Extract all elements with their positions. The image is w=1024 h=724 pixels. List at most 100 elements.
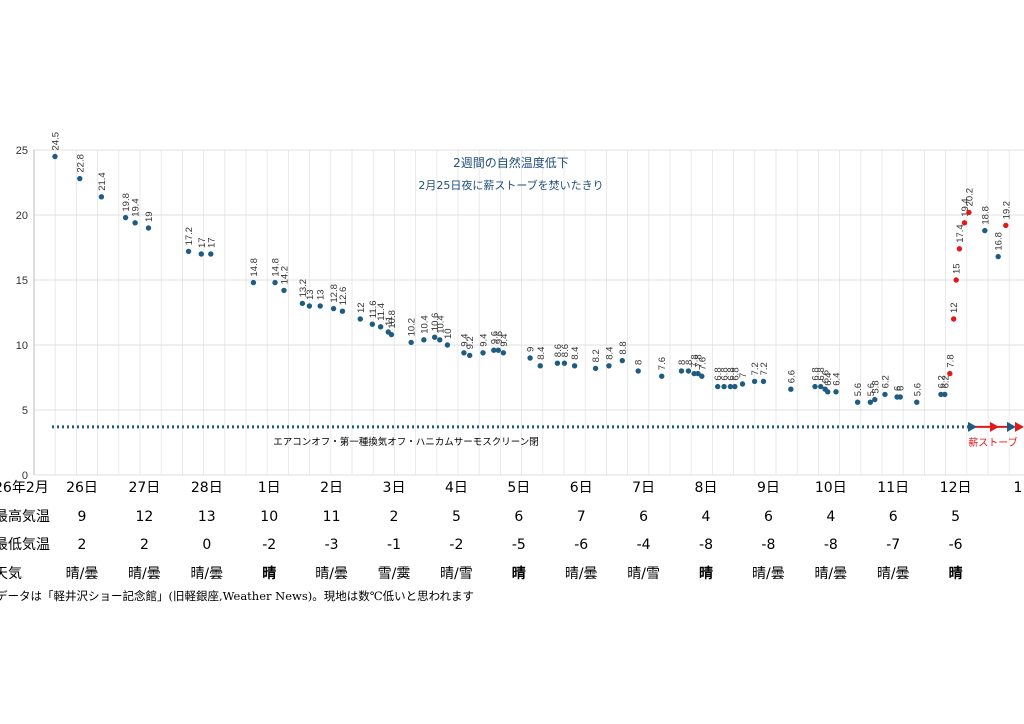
room-temp-point (938, 391, 944, 398)
room-temp-point (357, 316, 363, 322)
data-label: 9.4 (459, 334, 470, 347)
room-temp-point (98, 194, 105, 200)
stove-temp-point (966, 209, 972, 216)
room-temp-point (281, 287, 287, 294)
room-temp-point (466, 352, 473, 359)
data-label: 11.4 (376, 303, 387, 321)
data-label: 10.6 (430, 313, 441, 332)
arrow-head-icon (1007, 421, 1016, 432)
table-low: -6 (949, 537, 963, 553)
room-temp-point (480, 350, 486, 356)
room-temp-point (732, 383, 738, 390)
room-temp-point (306, 303, 313, 309)
y-tick-label: 15 (16, 275, 28, 287)
table-weather: 晴/雪 (440, 566, 473, 582)
room-temp-point (760, 378, 767, 385)
table-low: -6 (574, 537, 588, 553)
data-label: 6.8 (713, 367, 724, 380)
data-label: 6.6 (786, 370, 797, 383)
room-temp-point (339, 308, 346, 314)
data-label: 24.5 (50, 132, 61, 151)
data-label: 6.8 (816, 367, 827, 380)
room-temp-point (491, 347, 497, 353)
table-low: -3 (325, 537, 339, 553)
data-label: 8.2 (591, 349, 602, 362)
stove-marker-label: 薪ストーブ (968, 436, 1017, 449)
room-temp-point (571, 363, 578, 369)
data-label: 7.6 (657, 357, 668, 370)
room-temp-point (695, 370, 701, 377)
table-day: 8日 (695, 480, 718, 496)
y-tick-label: 25 (16, 145, 28, 157)
table-high: 11 (323, 509, 341, 525)
data-label: 17.2 (184, 227, 195, 246)
data-label: 12 (949, 302, 960, 313)
stove-temp-point (1003, 222, 1009, 229)
stove-temp-point (961, 220, 968, 226)
chart-grid (33, 149, 1024, 476)
data-label: 7.8 (945, 354, 956, 367)
table-weather: 晴/曇 (565, 566, 598, 582)
data-label: 10.8 (387, 310, 398, 329)
table-low: 2 (78, 537, 87, 553)
table-high: 5 (951, 509, 960, 525)
data-label: 10.4 (435, 315, 446, 334)
room-temp-point (537, 363, 543, 369)
data-label: 6 (896, 386, 907, 391)
data-label: 13 (305, 289, 316, 300)
data-label: 7.2 (759, 362, 770, 375)
room-temp-point (77, 175, 83, 182)
reference-line (52, 421, 1024, 432)
table-low: 0 (202, 537, 211, 553)
room-temp-point (619, 357, 625, 364)
data-label: 6.2 (880, 375, 891, 388)
data-label: 6.8 (720, 367, 731, 380)
room-temp-point (678, 368, 685, 374)
room-temp-point (527, 355, 533, 361)
table-weather: 晴/曇 (814, 566, 847, 582)
room-temp-point (635, 368, 641, 374)
data-label: 8 (684, 360, 695, 365)
data-label: 8 (677, 360, 688, 365)
table-day: 7日 (632, 480, 655, 496)
reference-line-label: エアコンオフ・第一種換気オフ・ハニカムサーモスクリーン閉 (273, 436, 539, 448)
table-day: 2日 (320, 480, 343, 496)
y-tick-label: 10 (16, 340, 28, 352)
room-temp-point (444, 342, 451, 348)
data-label: 10 (443, 328, 454, 339)
table-high: 6 (514, 509, 523, 525)
data-label: 7.8 (690, 354, 701, 367)
table-day: 28日 (191, 480, 223, 496)
stove-temp-point (950, 316, 957, 322)
table-day: 11日 (877, 480, 909, 496)
data-label: 9 (526, 347, 537, 352)
room-temp-point (132, 220, 138, 226)
room-temp-point (145, 225, 152, 231)
data-label: 18.8 (980, 206, 991, 225)
table-day: 12日 (940, 480, 972, 496)
chart-subtitle: 2月25日夜に薪ストーブを焚いたきり (418, 178, 603, 192)
data-label: 6.6 (821, 370, 832, 383)
data-label: 8.4 (604, 347, 615, 360)
room-temp-point (897, 394, 903, 400)
room-temp-point (721, 383, 727, 390)
table-day: 9日 (757, 480, 780, 496)
data-label: 7.2 (750, 362, 761, 375)
data-label: 19.8 (121, 193, 132, 212)
data-label: 6.8 (726, 367, 737, 380)
table-high: 4 (826, 509, 835, 525)
table-high: 6 (889, 509, 898, 525)
data-label: 21.4 (97, 172, 108, 191)
stove-temp-point (956, 246, 963, 252)
table-day: 6日 (570, 480, 593, 496)
stove-temp-point (947, 370, 953, 377)
data-label: 13.2 (298, 279, 309, 298)
table-high: 10 (260, 509, 278, 525)
data-label: 12.8 (329, 284, 340, 303)
room-temp-point (818, 383, 824, 390)
data-label: 8.8 (618, 341, 629, 354)
data-label: 17 (197, 237, 208, 248)
room-temp-point (421, 337, 427, 343)
